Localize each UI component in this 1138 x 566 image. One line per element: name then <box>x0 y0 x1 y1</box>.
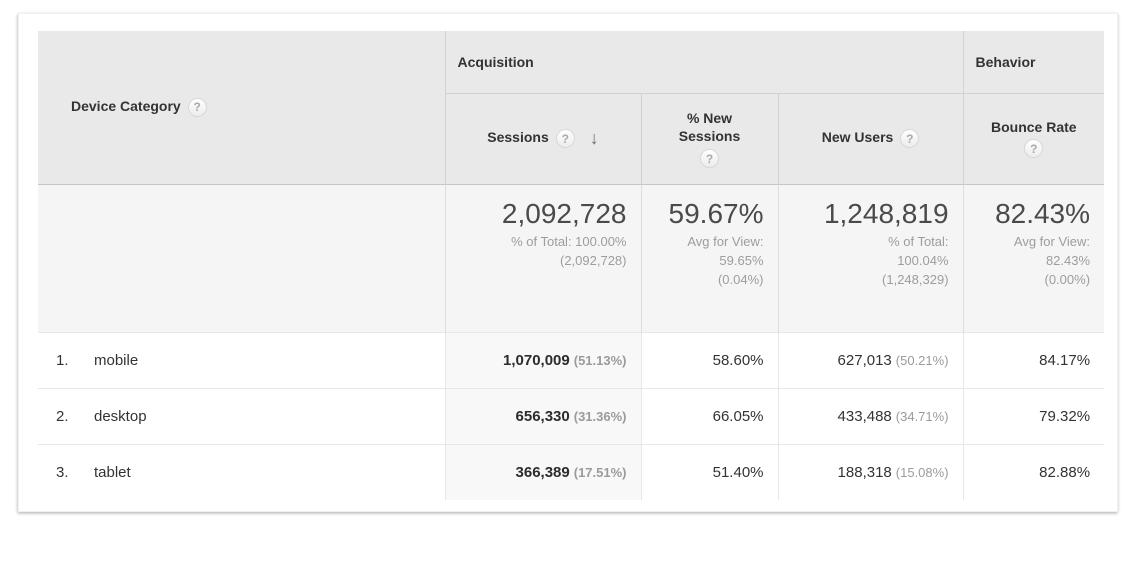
sessions-label: Sessions <box>487 129 549 146</box>
help-icon[interactable]: ? <box>1024 139 1044 158</box>
new-users-share: (15.08%) <box>895 464 949 480</box>
column-header-new-users[interactable]: New Users? <box>777 93 964 184</box>
device-category-cell: 1. mobile <box>38 331 445 388</box>
bounce-rate-value: 82.88% <box>1039 463 1091 481</box>
summary-pct-new-sessions-cell: 59.67% Avg for View: 59.65% (0.04%) <box>640 183 778 332</box>
bounce-rate-value: 79.32% <box>1039 407 1091 425</box>
group-header-row: Device Category? Acquisition Behavior <box>38 31 1105 184</box>
pct-new-sessions-cell: 58.60% <box>640 331 778 388</box>
column-header-sessions[interactable]: Sessions? ↓ <box>444 93 641 184</box>
report-card: Device Category? Acquisition Behavior Se… <box>18 13 1118 512</box>
pct-new-sessions-value: 66.05% <box>712 407 764 425</box>
pct-new-sessions-label: % New Sessions <box>678 110 741 144</box>
device-category-label: Device Category <box>71 97 181 114</box>
sessions-share: (17.51%) <box>573 464 627 480</box>
bounce-rate-total: 82.43% <box>995 197 1091 229</box>
bounce-rate-total-note: Avg for View: 82.43% (0.00%) <box>1013 233 1091 287</box>
column-header-device-category[interactable]: Device Category? <box>38 31 445 184</box>
pct-new-sessions-value: 58.60% <box>712 351 764 369</box>
new-users-label: New Users <box>821 129 894 146</box>
sessions-value: 1,070,009 <box>503 351 570 369</box>
sessions-share: (51.13%) <box>573 352 627 368</box>
new-users-share: (34.71%) <box>895 408 949 424</box>
pct-new-sessions-total: 59.67% <box>668 197 764 229</box>
pct-new-sessions-cell: 66.05% <box>640 387 778 444</box>
summary-bounce-rate-cell: 82.43% Avg for View: 82.43% (0.00%) <box>962 183 1105 332</box>
new-users-value: 627,013 <box>837 351 892 369</box>
column-header-pct-new-sessions[interactable]: % New Sessions ? <box>640 93 778 184</box>
new-users-share: (50.21%) <box>895 352 949 368</box>
behavior-label: Behavior <box>975 53 1036 70</box>
new-users-total: 1,248,819 <box>823 197 949 229</box>
help-icon[interactable]: ? <box>900 129 920 148</box>
bounce-rate-value: 84.17% <box>1039 351 1091 369</box>
pct-new-sessions-total-note: Avg for View: 59.65% (0.04%) <box>687 233 764 287</box>
pct-new-sessions-cell: 51.40% <box>640 443 778 500</box>
bounce-rate-cell: 84.17% <box>962 331 1105 388</box>
new-users-cell: 433,488 (34.71%) <box>777 387 964 444</box>
device-category-cell: 3. tablet <box>38 443 445 500</box>
group-header-behavior: Behavior <box>962 31 1105 94</box>
device-category-cell: 2. desktop <box>38 387 445 444</box>
analytics-table: Device Category? Acquisition Behavior Se… <box>38 31 1105 500</box>
acquisition-label: Acquisition <box>457 53 534 70</box>
pct-new-sessions-value: 51.40% <box>712 463 764 481</box>
device-name: tablet <box>94 463 131 481</box>
column-header-row: Sessions? ↓ % New Sessions ? New Users? B… <box>38 93 1105 184</box>
device-name: desktop <box>94 407 147 425</box>
table-row: 2. desktop 656,330 (31.36%) 66.05% 433,488… <box>38 387 1105 444</box>
group-header-acquisition: Acquisition <box>444 31 964 94</box>
bounce-rate-label: Bounce Rate <box>990 119 1077 135</box>
summary-sessions-cell: 2,092,728 % of Total: 100.00% (2,092,728… <box>444 183 641 332</box>
sessions-total-note: % of Total: 100.00% (2,092,728) <box>511 233 627 268</box>
bounce-rate-cell: 79.32% <box>962 387 1105 444</box>
row-rank: 3. <box>56 463 69 481</box>
sessions-cell: 656,330 (31.36%) <box>444 387 641 444</box>
sessions-value: 656,330 <box>515 407 570 425</box>
new-users-value: 188,318 <box>837 463 892 481</box>
row-rank: 1. <box>56 351 69 369</box>
row-rank: 2. <box>56 407 69 425</box>
new-users-cell: 188,318 (15.08%) <box>777 443 964 500</box>
sessions-cell: 366,389 (17.51%) <box>444 443 641 500</box>
summary-new-users-cell: 1,248,819 % of Total: 100.04% (1,248,329… <box>777 183 964 332</box>
new-users-cell: 627,013 (50.21%) <box>777 331 964 388</box>
help-icon[interactable]: ? <box>187 97 207 117</box>
sessions-cell: 1,070,009 (51.13%) <box>444 331 641 388</box>
table-row: 3. tablet 366,389 (17.51%) 51.40% 188,318(… <box>38 443 1105 500</box>
summary-row: 2,092,728 % of Total: 100.00% (2,092,728… <box>38 183 1105 332</box>
column-header-bounce-rate[interactable]: Bounce Rate ? <box>962 93 1105 184</box>
sessions-share: (31.36%) <box>573 408 627 424</box>
table-row: 1. mobile 1,070,009 (51.13%) 58.60% 627,01… <box>38 331 1105 388</box>
help-icon[interactable]: ? <box>555 129 575 148</box>
sort-descending-icon: ↓ <box>589 128 599 148</box>
sessions-total: 2,092,728 <box>501 197 627 229</box>
bounce-rate-cell: 82.88% <box>962 443 1105 500</box>
new-users-total-note: % of Total: 100.04% (1,248,329) <box>882 233 949 287</box>
help-icon[interactable]: ? <box>700 149 719 168</box>
new-users-value: 433,488 <box>837 407 892 425</box>
device-name: mobile <box>94 351 139 369</box>
summary-dimension-cell <box>38 183 445 332</box>
sessions-value: 366,389 <box>515 463 570 481</box>
